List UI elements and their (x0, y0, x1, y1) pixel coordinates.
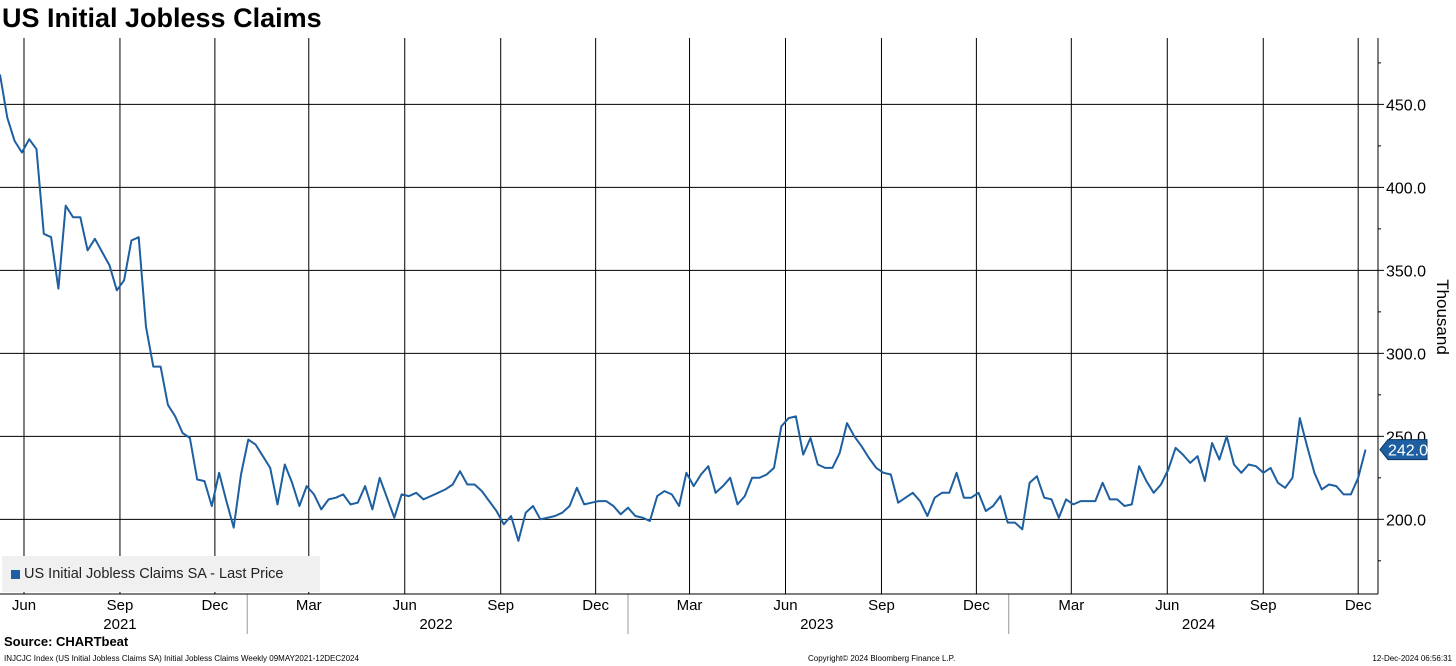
x-year-label: 2024 (1182, 616, 1215, 633)
footer-timestamp: 12-Dec-2024 06:56:31 (1372, 654, 1452, 663)
x-month-label: Sep (868, 597, 895, 614)
x-month-label: Dec (582, 597, 609, 614)
legend-label: US Initial Jobless Claims SA - Last Pric… (24, 566, 284, 582)
series-line (0, 74, 1367, 542)
y-tick-label: 300.0 (1386, 346, 1426, 363)
last-value-label: 242.0 (1388, 443, 1428, 460)
x-month-label: Jun (12, 597, 36, 614)
grid-lines (0, 38, 1378, 594)
x-month-label: Dec (1345, 597, 1372, 614)
x-month-label: Mar (1058, 597, 1084, 614)
footer-series-info: INJCJC Index (US Initial Jobless Claims … (4, 654, 359, 663)
x-year-label: 2022 (419, 616, 452, 633)
x-month-label: Dec (963, 597, 990, 614)
y-tick-label: 400.0 (1386, 180, 1426, 197)
chart-title: US Initial Jobless Claims (2, 3, 322, 33)
x-month-label: Sep (107, 597, 134, 614)
x-axis: Jun Sep Dec Mar Jun Sep Dec Mar Jun Sep Dec Mar Jun S… (0, 593, 1378, 634)
legend-swatch (11, 570, 20, 579)
x-month-label: Mar (677, 597, 703, 614)
y-axis-label: Thousand (1433, 279, 1452, 355)
chart-legend: US Initial Jobless Claims SA - Last Pric… (2, 556, 320, 592)
x-month-label: Jun (393, 597, 417, 614)
x-year-label: 2023 (800, 616, 833, 633)
x-month-label: Jun (1155, 597, 1179, 614)
x-month-label: Mar (296, 597, 322, 614)
y-tick-label: 200.0 (1386, 512, 1426, 529)
source-note: Source: CHARTbeat (4, 634, 129, 649)
x-month-label: Sep (487, 597, 514, 614)
last-value-callout (1379, 439, 1428, 461)
footer-copyright: Copyright© 2024 Bloomberg Finance L.P. (808, 654, 956, 663)
x-year-label: 2021 (103, 616, 136, 633)
data-series (0, 74, 1367, 542)
x-month-label: Dec (202, 597, 229, 614)
y-tick-label: 450.0 (1386, 97, 1426, 114)
y-tick-label: 350.0 (1386, 263, 1426, 280)
x-month-label: Jun (773, 597, 797, 614)
x-month-label: Sep (1250, 597, 1277, 614)
